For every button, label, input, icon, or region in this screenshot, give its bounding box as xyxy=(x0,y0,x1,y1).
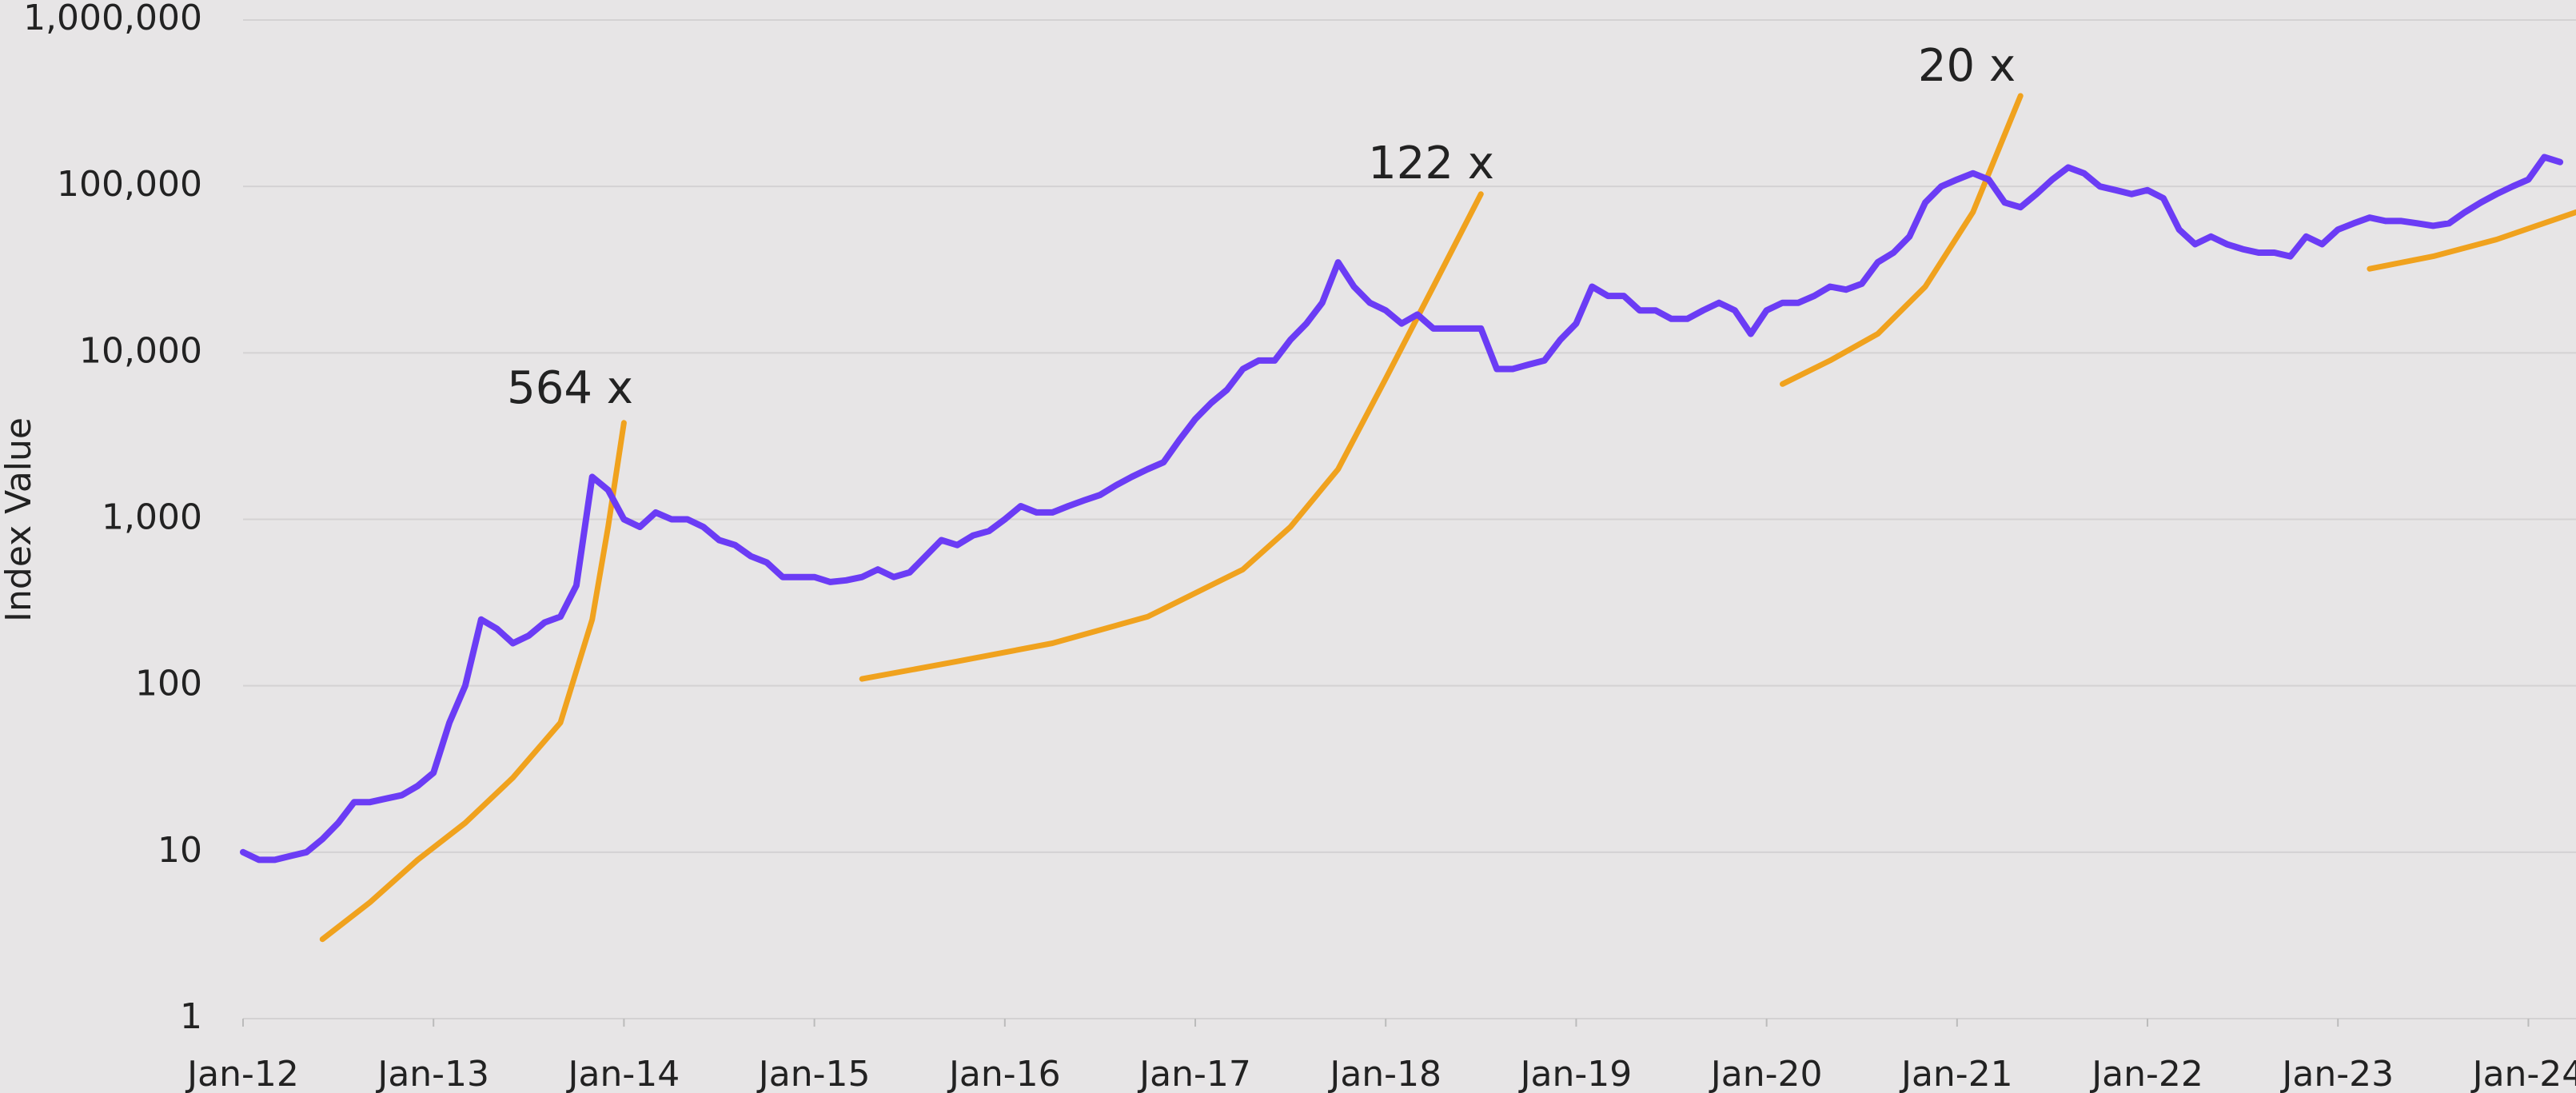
y-tick-label: 10,000 xyxy=(79,330,202,371)
annotation: 122 x xyxy=(1368,138,1494,189)
y-tick-label: 1,000 xyxy=(102,497,202,538)
x-tick-label: Jan-17 xyxy=(1137,1054,1251,1093)
x-tick-label: Jan-22 xyxy=(2089,1054,2203,1093)
y-tick-label: 100,000 xyxy=(57,164,202,205)
x-tick-label: Jan-24 xyxy=(2470,1054,2576,1093)
y-tick-label: 100 xyxy=(135,664,202,704)
y-axis-label: Index Value xyxy=(0,417,39,622)
x-tick-label: Jan-20 xyxy=(1709,1054,1823,1093)
data-line xyxy=(319,93,2576,943)
x-tick-label: Jan-19 xyxy=(1518,1054,1633,1093)
x-tick-label: Jan-21 xyxy=(1899,1054,2013,1093)
x-tick-label: Jan-13 xyxy=(375,1054,489,1093)
annotation: 20 x xyxy=(1918,40,2016,92)
x-tick-label: Jan-12 xyxy=(185,1054,299,1093)
y-tick-label: 1,000,000 xyxy=(23,0,202,38)
x-tick-label: Jan-16 xyxy=(947,1054,1061,1093)
y-tick-label: 1 xyxy=(180,996,202,1037)
x-tick-label: Jan-23 xyxy=(2279,1054,2394,1093)
x-tick-label: Jan-15 xyxy=(756,1054,871,1093)
x-tick-label: Jan-18 xyxy=(1327,1054,1442,1093)
data-line xyxy=(240,154,2564,864)
annotation: 564 x xyxy=(507,362,633,414)
y-tick-label: 10 xyxy=(158,830,202,871)
x-tick-label: Jan-14 xyxy=(566,1054,680,1093)
